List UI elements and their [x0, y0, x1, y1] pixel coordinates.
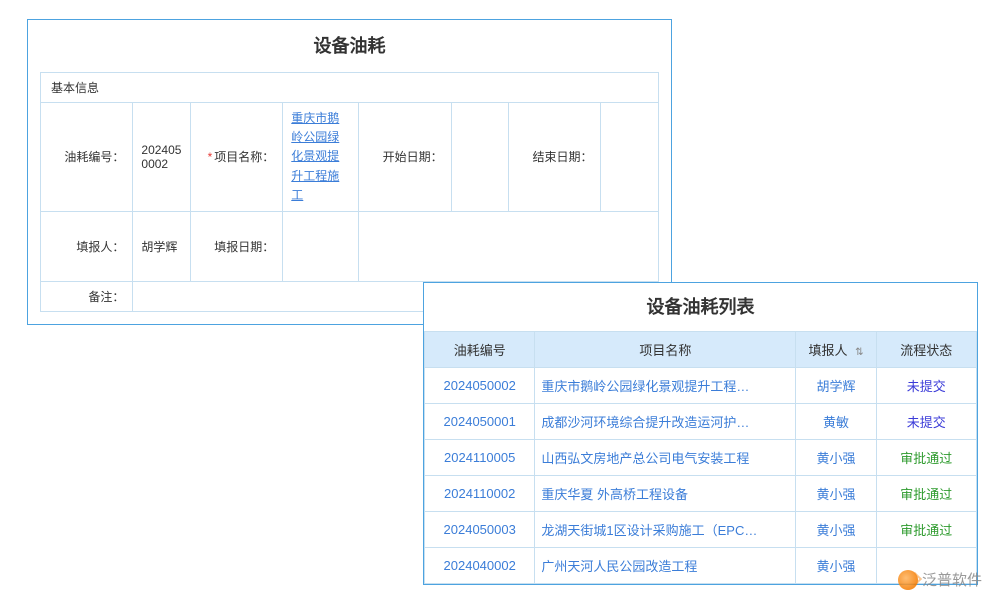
empty-cell-row2 [359, 211, 659, 281]
list-header-row: 油耗编号 项目名称 填报人 ⇅ 流程状态 [425, 332, 977, 368]
section-header-basic: 基本信息 [40, 72, 659, 103]
form-row-2: 填报人： 胡学辉 填报日期： [41, 211, 659, 281]
table-row[interactable]: 2024110002重庆华夏 外高桥工程设备黄小强审批通过 [425, 476, 977, 512]
value-project-name[interactable]: 重庆市鹅岭公园绿化景观提升工程施工 [283, 103, 359, 211]
table-row[interactable]: 2024050003龙湖天街城1区设计采购施工（EPC…黄小强审批通过 [425, 512, 977, 548]
table-row[interactable]: 2024050002重庆市鹅岭公园绿化景观提升工程…胡学辉未提交 [425, 368, 977, 404]
header-reporter-text: 填报人 [808, 343, 847, 358]
header-project[interactable]: 项目名称 [535, 332, 796, 368]
fuel-list-panel: 设备油耗列表 油耗编号 项目名称 填报人 ⇅ 流程状态 2024050002重庆… [423, 282, 978, 585]
label-report-date: 填报日期： [190, 211, 282, 281]
cell-status: 未提交 [876, 404, 976, 440]
table-row[interactable]: 2024050001成都沙河环境综合提升改造运河护…黄敏未提交 [425, 404, 977, 440]
cell-reporter[interactable]: 黄小强 [796, 440, 876, 476]
header-status[interactable]: 流程状态 [876, 332, 976, 368]
cell-code[interactable]: 2024040002 [425, 548, 535, 584]
header-reporter[interactable]: 填报人 ⇅ [796, 332, 876, 368]
watermark-text: 泛普软件 [922, 569, 982, 590]
sort-icon[interactable]: ⇅ [855, 347, 863, 358]
cell-project[interactable]: 山西弘文房地产总公司电气安装工程 [535, 440, 796, 476]
cell-project[interactable]: 广州天河人民公园改造工程 [535, 548, 796, 584]
cell-code[interactable]: 2024050003 [425, 512, 535, 548]
table-row[interactable]: 2024040002广州天河人民公园改造工程黄小强 [425, 548, 977, 584]
cell-code[interactable]: 2024110002 [425, 476, 535, 512]
label-project-name: *项目名称： [190, 103, 282, 211]
watermark: 泛普软件 [898, 569, 982, 590]
cell-status: 未提交 [876, 368, 976, 404]
watermark-logo-icon [898, 570, 918, 590]
label-start-date: 开始日期： [359, 103, 451, 211]
cell-project[interactable]: 龙湖天街城1区设计采购施工（EPC… [535, 512, 796, 548]
form-table: 油耗编号： 2024050002 *项目名称： 重庆市鹅岭公园绿化景观提升工程施… [40, 103, 659, 312]
value-start-date[interactable] [451, 103, 508, 211]
cell-code[interactable]: 2024110005 [425, 440, 535, 476]
header-code[interactable]: 油耗编号 [425, 332, 535, 368]
label-fuel-code: 油耗编号： [41, 103, 133, 211]
list-table: 油耗编号 项目名称 填报人 ⇅ 流程状态 2024050002重庆市鹅岭公园绿化… [424, 332, 977, 584]
cell-status: 审批通过 [876, 476, 976, 512]
project-name-link[interactable]: 重庆市鹅岭公园绿化景观提升工程施工 [291, 109, 350, 205]
cell-project[interactable]: 成都沙河环境综合提升改造运河护… [535, 404, 796, 440]
cell-status: 审批通过 [876, 512, 976, 548]
value-report-date[interactable] [283, 211, 359, 281]
cell-project[interactable]: 重庆市鹅岭公园绿化景观提升工程… [535, 368, 796, 404]
form-row-1: 油耗编号： 2024050002 *项目名称： 重庆市鹅岭公园绿化景观提升工程施… [41, 103, 659, 211]
value-fuel-code: 2024050002 [133, 103, 190, 211]
value-end-date[interactable] [601, 103, 659, 211]
cell-reporter[interactable]: 胡学辉 [796, 368, 876, 404]
cell-reporter[interactable]: 黄小强 [796, 476, 876, 512]
label-remark: 备注： [41, 281, 133, 311]
label-project-name-text: 项目名称： [214, 150, 274, 164]
cell-reporter[interactable]: 黄小强 [796, 512, 876, 548]
label-end-date: 结束日期： [509, 103, 601, 211]
required-star-icon: * [208, 150, 213, 164]
cell-code[interactable]: 2024050002 [425, 368, 535, 404]
label-reporter: 填报人： [41, 211, 133, 281]
value-reporter: 胡学辉 [133, 211, 190, 281]
fuel-form-panel: 设备油耗 基本信息 油耗编号： 2024050002 *项目名称： 重庆市鹅岭公… [27, 19, 672, 325]
cell-reporter[interactable]: 黄小强 [796, 548, 876, 584]
list-title: 设备油耗列表 [424, 283, 977, 332]
cell-code[interactable]: 2024050001 [425, 404, 535, 440]
table-row[interactable]: 2024110005山西弘文房地产总公司电气安装工程黄小强审批通过 [425, 440, 977, 476]
list-body: 2024050002重庆市鹅岭公园绿化景观提升工程…胡学辉未提交20240500… [425, 368, 977, 584]
cell-reporter[interactable]: 黄敏 [796, 404, 876, 440]
cell-status: 审批通过 [876, 440, 976, 476]
form-title: 设备油耗 [28, 20, 671, 72]
cell-project[interactable]: 重庆华夏 外高桥工程设备 [535, 476, 796, 512]
